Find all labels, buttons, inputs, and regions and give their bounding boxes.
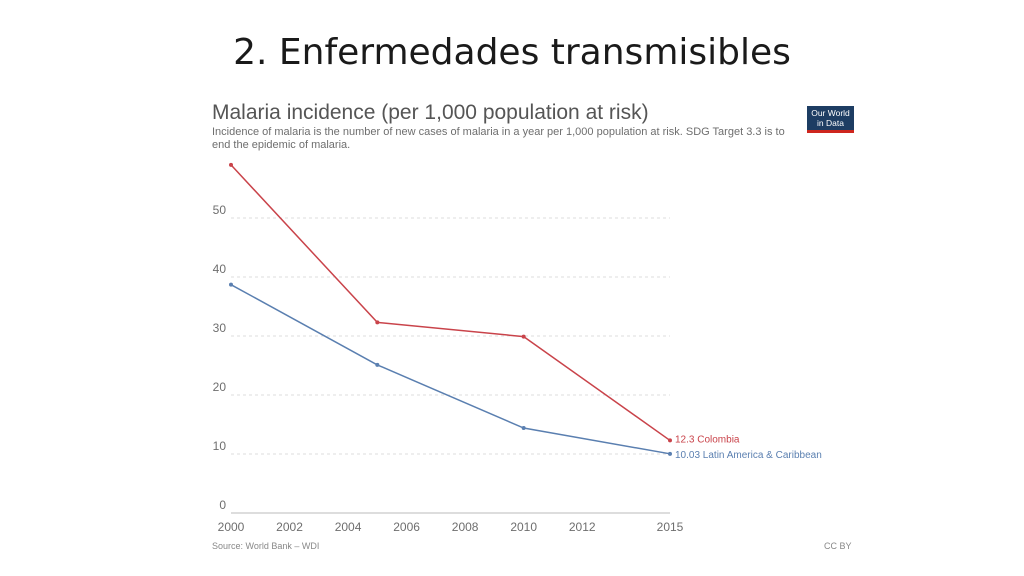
chart-subtitle: Incidence of malaria is the number of ne… [212, 126, 785, 151]
logo-line-2: in Data [817, 117, 844, 128]
y-tick-label: 0 [219, 498, 226, 512]
data-point [668, 451, 672, 456]
series-end-label: 12.3 Colombia [675, 434, 740, 445]
source-note: Source: World Bank – WDI [212, 541, 320, 551]
x-tick-label: 2002 [276, 520, 303, 534]
y-tick-label: 40 [213, 262, 227, 276]
data-point [375, 362, 380, 367]
y-tick-label: 20 [213, 380, 227, 394]
data-point [229, 282, 233, 287]
y-tick-label: 30 [213, 321, 227, 335]
series-line [230, 164, 671, 442]
data-point [229, 162, 233, 167]
slide-title: 2. Enfermedades transmisibles [233, 32, 791, 73]
data-point [521, 334, 526, 339]
x-tick-label: 2010 [510, 520, 537, 534]
series-line [230, 284, 671, 455]
x-tick-label: 2015 [657, 520, 684, 534]
series-end-label: 10.03 Latin America & Caribbean [675, 450, 822, 461]
x-tick-label: 2012 [569, 520, 596, 534]
data-point [668, 438, 672, 443]
logo-line-1: Our World [811, 108, 850, 118]
data-point [521, 426, 526, 431]
data-point [375, 320, 380, 325]
x-tick-label: 2008 [452, 520, 479, 534]
owid-logo[interactable]: Our World in Data [807, 106, 854, 133]
y-tick-label: 50 [213, 203, 227, 217]
y-tick-label: 10 [213, 439, 227, 453]
license-link[interactable]: CC BY [824, 541, 852, 551]
x-tick-label: 2000 [218, 520, 245, 534]
chart-title: Malaria incidence (per 1,000 population … [212, 101, 649, 124]
x-tick-label: 2004 [335, 520, 362, 534]
x-tick-label: 2006 [393, 520, 420, 534]
